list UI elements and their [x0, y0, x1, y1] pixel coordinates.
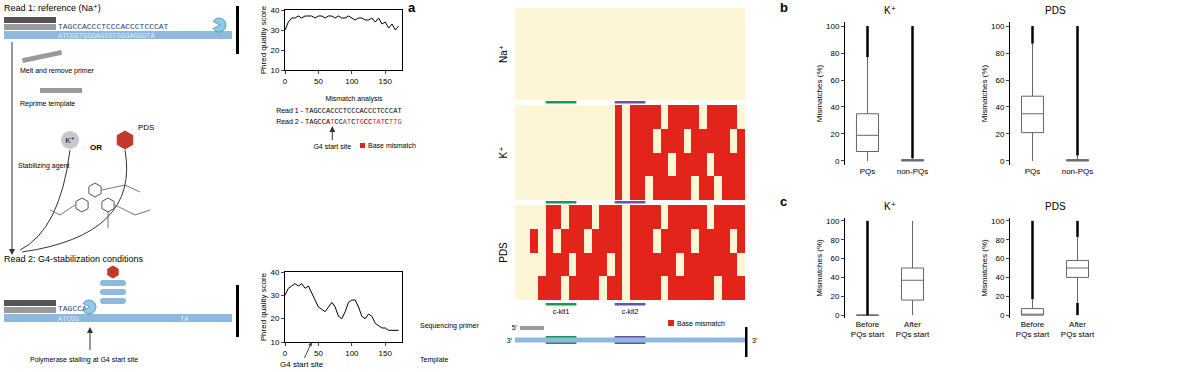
svg-text:60: 60: [830, 254, 839, 263]
svg-text:20: 20: [830, 292, 839, 301]
svg-text:Mismatches (%): Mismatches (%): [815, 239, 824, 297]
svg-text:Template: Template: [420, 356, 449, 364]
svg-text:60: 60: [830, 76, 839, 85]
svg-text:PDS: PDS: [1045, 5, 1066, 16]
svg-text:100: 100: [345, 77, 359, 86]
svg-text:PQs: PQs: [1025, 167, 1041, 176]
svg-text:b: b: [780, 0, 788, 15]
svg-text:80: 80: [995, 236, 1004, 245]
svg-text:60: 60: [995, 76, 1004, 85]
svg-text:Read 1: reference (Na⁺): Read 1: reference (Na⁺): [4, 3, 101, 13]
svg-text:80: 80: [830, 236, 839, 245]
svg-text:K⁺: K⁺: [884, 201, 896, 212]
svg-text:TAGCCA: TAGCCA: [58, 304, 87, 313]
svg-text:G4 start site: G4 start site: [280, 360, 324, 369]
svg-text:Mismatches (%): Mismatches (%): [815, 64, 824, 122]
svg-text:OR: OR: [90, 143, 102, 152]
svg-text:10: 10: [270, 338, 279, 347]
svg-text:100: 100: [345, 349, 359, 358]
svg-text:PDS: PDS: [498, 242, 509, 263]
svg-text:ATCGG: ATCGG: [58, 315, 79, 323]
svg-text:Base mismatch: Base mismatch: [368, 142, 416, 149]
svg-text:40: 40: [830, 273, 839, 282]
svg-text:0: 0: [835, 157, 840, 166]
svg-text:0: 0: [1000, 157, 1005, 166]
svg-text:80: 80: [830, 49, 839, 58]
svg-text:c-kit1: c-kit1: [553, 308, 570, 315]
svg-text:40: 40: [995, 273, 1004, 282]
svg-text:c-kit2: c-kit2: [622, 308, 639, 315]
svg-text:PDS: PDS: [138, 123, 154, 132]
svg-text:30: 30: [270, 291, 279, 300]
svg-text:Sequencing primer: Sequencing primer: [420, 322, 479, 330]
svg-text:K⁺: K⁺: [498, 147, 509, 159]
svg-text:100: 100: [991, 22, 1005, 31]
svg-text:100: 100: [826, 22, 840, 31]
svg-text:3′: 3′: [507, 337, 513, 344]
svg-text:Stabilizing agent: Stabilizing agent: [18, 162, 69, 170]
svg-text:80: 80: [995, 49, 1004, 58]
svg-text:TAGCCACCCTCCCACCCTCCCAT: TAGCCACCCTCCCACCCTCCCAT: [58, 22, 169, 31]
svg-text:5′: 5′: [512, 324, 518, 331]
svg-text:c: c: [780, 194, 787, 209]
svg-text:BeforePQs start: BeforePQs start: [1016, 320, 1050, 339]
svg-text:50: 50: [314, 77, 323, 86]
svg-text:AfterPQs start: AfterPQs start: [1061, 320, 1095, 339]
svg-text:0: 0: [283, 77, 288, 86]
svg-text:G4 start site: G4 start site: [313, 143, 351, 150]
svg-text:3′: 3′: [752, 337, 758, 344]
svg-text:10: 10: [270, 66, 279, 75]
svg-text:20: 20: [270, 46, 279, 55]
svg-text:Read 2 -: Read 2 -: [276, 118, 304, 125]
svg-text:non-PQs: non-PQs: [897, 167, 929, 176]
svg-text:40: 40: [830, 103, 839, 112]
svg-text:100: 100: [991, 217, 1005, 226]
svg-text:non-PQs: non-PQs: [1062, 167, 1094, 176]
svg-text:a: a: [408, 0, 416, 15]
svg-text:Reprime template: Reprime template: [20, 100, 75, 108]
svg-text:Read 1 -: Read 1 -: [276, 107, 304, 114]
svg-text:K⁺: K⁺: [884, 5, 896, 16]
svg-text:K⁺: K⁺: [65, 136, 75, 145]
svg-text:0: 0: [835, 311, 840, 320]
svg-text:40: 40: [995, 103, 1004, 112]
svg-text:60: 60: [995, 254, 1004, 263]
svg-text:50: 50: [314, 349, 323, 358]
svg-text:20: 20: [270, 314, 279, 323]
svg-text:Polymerase stalling at G4 star: Polymerase stalling at G4 start site: [30, 356, 138, 364]
svg-text:BeforePQs start: BeforePQs start: [851, 320, 885, 339]
svg-text:Read 2: G4-stabilization condi: Read 2: G4-stabilization conditions: [4, 254, 144, 264]
svg-text:Phred quality score: Phred quality score: [259, 272, 268, 341]
svg-text:AfterPQs start: AfterPQs start: [896, 320, 930, 339]
svg-text:20: 20: [830, 130, 839, 139]
svg-text:0: 0: [1000, 311, 1005, 320]
svg-text:TA: TA: [180, 315, 189, 323]
svg-text:20: 20: [995, 130, 1004, 139]
svg-text:100: 100: [826, 217, 840, 226]
svg-text:TAGCCATCCATCTGCCTATCTTG: TAGCCATCCATCTGCCTATCTTG: [305, 118, 402, 126]
svg-text:PDS: PDS: [1045, 201, 1066, 212]
svg-text:TAGCCACCCTCCCACCCTCCCAT: TAGCCACCCTCCCACCCTCCCAT: [305, 107, 402, 115]
svg-text:40: 40: [270, 6, 279, 15]
svg-text:Base mismatch: Base mismatch: [677, 320, 725, 327]
svg-text:Mismatches (%): Mismatches (%): [980, 64, 989, 122]
svg-text:Na⁺: Na⁺: [498, 45, 509, 63]
svg-text:150: 150: [379, 77, 393, 86]
svg-text:20: 20: [995, 292, 1004, 301]
svg-text:30: 30: [270, 26, 279, 35]
svg-text:Melt and remove primer: Melt and remove primer: [20, 67, 95, 75]
svg-text:150: 150: [379, 349, 393, 358]
svg-text:40: 40: [270, 268, 279, 277]
svg-text:Mismatches (%): Mismatches (%): [980, 239, 989, 297]
svg-text:Mismatch analysis: Mismatch analysis: [325, 95, 383, 103]
svg-text:0: 0: [283, 349, 288, 358]
svg-text:Phred quality score: Phred quality score: [259, 5, 268, 74]
svg-text:ATCGGTGGGAGGGTGGGAGGGTA: ATCGGTGGGAGGGTGGGAGGGTA: [58, 32, 155, 40]
svg-text:PQs: PQs: [860, 167, 876, 176]
